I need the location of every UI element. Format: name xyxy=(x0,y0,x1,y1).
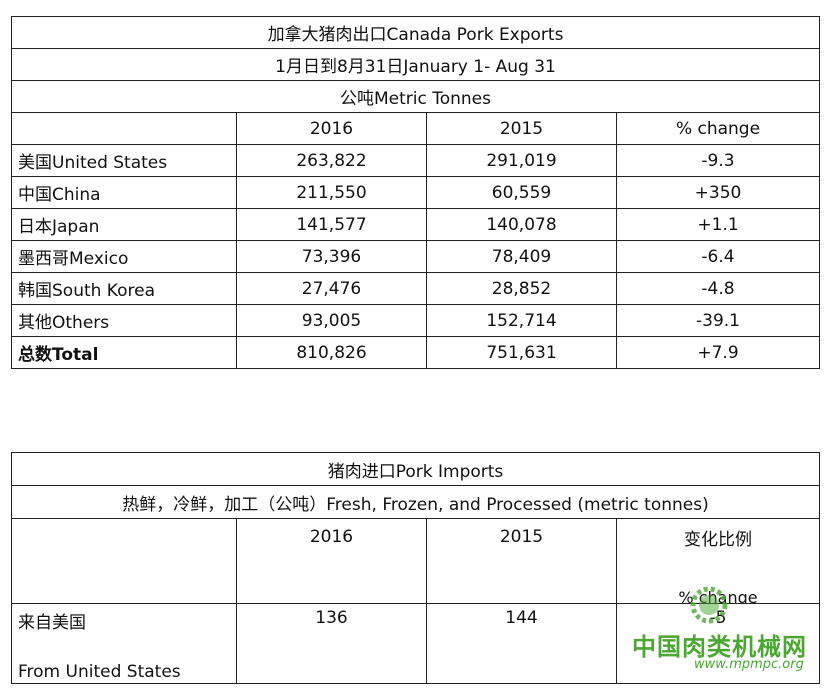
imports-header-2015: 2015 xyxy=(426,518,617,604)
value-2016-cell: 73,396 xyxy=(236,240,427,273)
value-2015-cell: 60,559 xyxy=(426,176,617,209)
change-cell: -9.3 xyxy=(615,144,821,177)
table-row: 中国China 211,550 60,559 +350 xyxy=(11,176,821,209)
imports-header-2016: 2016 xyxy=(236,518,427,604)
change-cell: +350 xyxy=(615,176,821,209)
exports-table: 加拿大猪肉出口Canada Pork Exports 1月日到8月31日Janu… xyxy=(10,16,821,369)
imports-2016-cell: 136 xyxy=(236,603,427,684)
total-change: +7.9 xyxy=(615,336,821,369)
table-row: 来自美国 From United States 136 144 -5 xyxy=(11,603,820,684)
header-country xyxy=(11,112,237,145)
imports-2015-cell: 144 xyxy=(426,603,617,684)
change-cell: -39.1 xyxy=(615,304,821,337)
imports-header-change: 变化比例 % change xyxy=(616,518,820,604)
value-2015-cell: 291,019 xyxy=(426,144,617,177)
change-cell: +1.1 xyxy=(615,208,821,241)
imports-country-cell: 来自美国 From United States xyxy=(11,603,237,684)
total-row: 总数Total 810,826 751,631 +7.9 xyxy=(11,336,821,369)
value-2015-cell: 152,714 xyxy=(426,304,617,337)
country-cell: 美国United States xyxy=(11,144,237,177)
exports-title: 加拿大猪肉出口Canada Pork Exports xyxy=(10,16,821,49)
country-cell: 韩国South Korea xyxy=(11,272,237,305)
header-2016: 2016 xyxy=(236,112,427,145)
value-2016-cell: 263,822 xyxy=(236,144,427,177)
table-row: 日本Japan 141,577 140,078 +1.1 xyxy=(11,208,821,241)
value-2016-cell: 93,005 xyxy=(236,304,427,337)
country-label-cn: 来自美国 xyxy=(18,613,86,633)
table-row: 韩国South Korea 27,476 28,852 -4.8 xyxy=(11,272,821,305)
value-2016-cell: 141,577 xyxy=(236,208,427,241)
change-label-en: % change xyxy=(678,588,758,604)
imports-header-row: 2016 2015 变化比例 % change xyxy=(11,518,820,604)
country-cell: 日本Japan xyxy=(11,208,237,241)
country-cell: 墨西哥Mexico xyxy=(11,240,237,273)
exports-header-row: 2016 2015 % change xyxy=(11,112,821,145)
value-2015-cell: 78,409 xyxy=(426,240,617,273)
table-row: 美国United States 263,822 291,019 -9.3 xyxy=(11,144,821,177)
country-label-en: From United States xyxy=(18,662,181,682)
imports-header-empty xyxy=(11,518,237,604)
change-cell: -6.4 xyxy=(615,240,821,273)
imports-title: 猪肉进口Pork Imports xyxy=(11,452,820,486)
exports-period: 1月日到8月31日January 1- Aug 31 xyxy=(10,48,821,81)
value-2015-cell: 28,852 xyxy=(426,272,617,305)
value-2016-cell: 27,476 xyxy=(236,272,427,305)
value-2016-cell: 211,550 xyxy=(236,176,427,209)
total-2015: 751,631 xyxy=(426,336,617,369)
table-row: 其他Others 93,005 152,714 -39.1 xyxy=(11,304,821,337)
exports-unit: 公吨Metric Tonnes xyxy=(10,80,821,113)
imports-change-cell: -5 xyxy=(616,603,820,684)
change-cell: -4.8 xyxy=(615,272,821,305)
total-2016: 810,826 xyxy=(236,336,427,369)
header-2015: 2015 xyxy=(426,112,617,145)
change-label-cn: 变化比例 xyxy=(684,530,752,550)
country-cell: 其他Others xyxy=(11,304,237,337)
total-label: 总数Total xyxy=(11,336,237,369)
imports-table: 猪肉进口Pork Imports 热鲜，冷鲜，加工（公吨）Fresh, Froz… xyxy=(11,452,820,684)
country-cell: 中国China xyxy=(11,176,237,209)
table-row: 墨西哥Mexico 73,396 78,409 -6.4 xyxy=(11,240,821,273)
imports-subtitle: 热鲜，冷鲜，加工（公吨）Fresh, Frozen, and Processed… xyxy=(11,485,820,519)
value-2015-cell: 140,078 xyxy=(426,208,617,241)
header-change: % change xyxy=(615,112,821,145)
